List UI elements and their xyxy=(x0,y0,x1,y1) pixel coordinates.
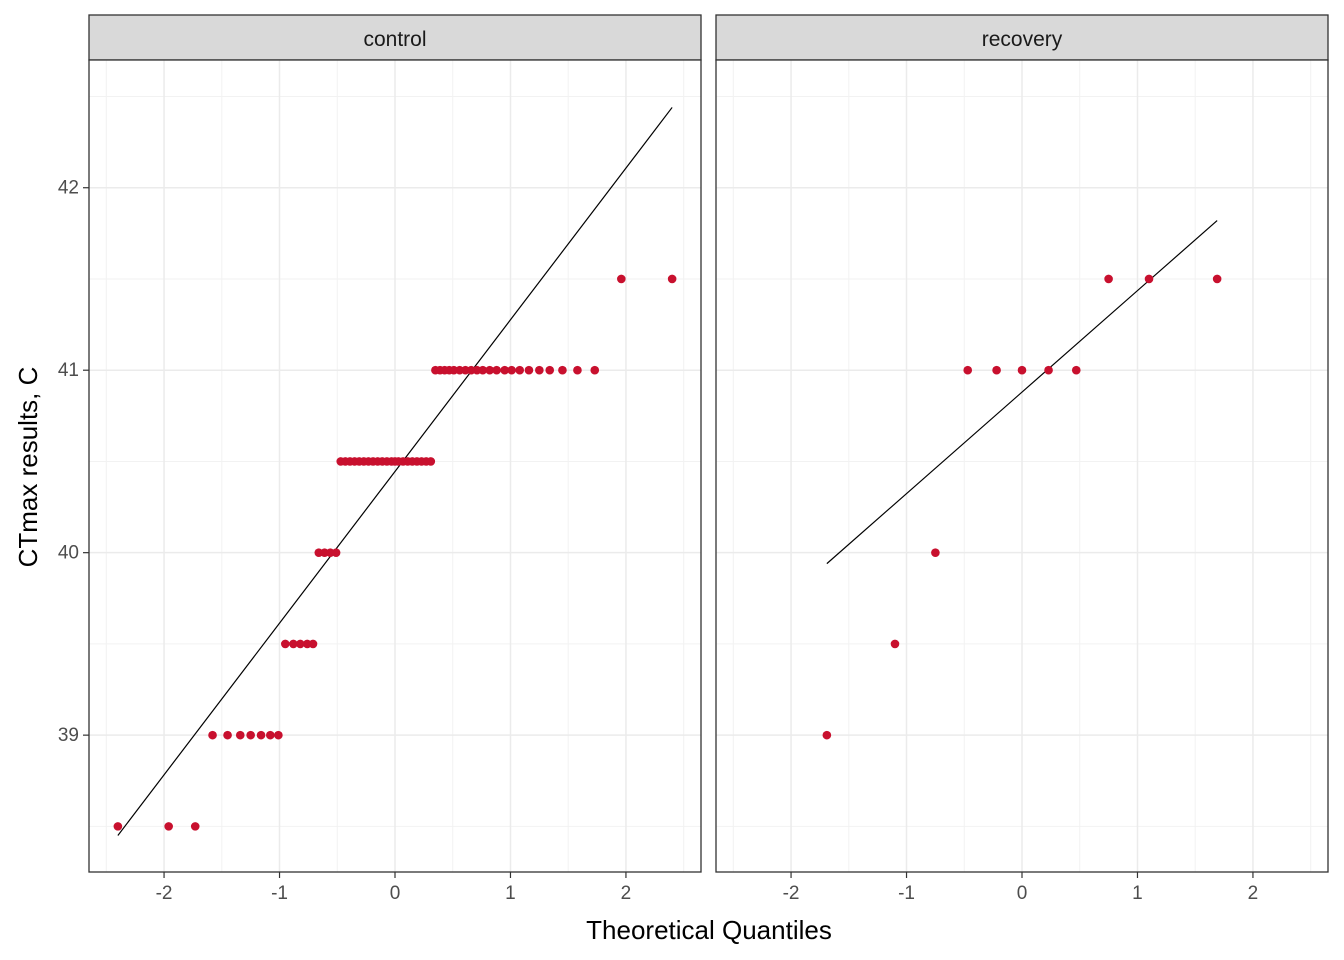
data-point xyxy=(507,365,516,375)
x-axis-title: Theoretical Quantiles xyxy=(586,915,832,945)
x-tick-label: -2 xyxy=(783,883,800,904)
x-tick-label: -2 xyxy=(156,883,173,904)
data-point xyxy=(281,639,290,649)
strip-label-control: control xyxy=(363,28,426,51)
data-point xyxy=(545,365,555,375)
x-tick-label: 1 xyxy=(1132,883,1143,904)
data-point xyxy=(667,274,677,284)
data-point xyxy=(573,365,582,375)
data-point xyxy=(265,730,275,740)
data-point xyxy=(478,365,488,375)
data-point xyxy=(296,639,305,649)
panel-control: control -2 -1 0 1 2 39 40 41 42 xyxy=(58,14,702,904)
y-tick-label: 39 xyxy=(58,725,79,746)
x-tick-label: 0 xyxy=(1017,883,1028,904)
data-point xyxy=(331,548,341,557)
data-point xyxy=(164,822,173,831)
data-point xyxy=(1017,365,1027,375)
x-tick-label: 0 xyxy=(390,883,401,904)
x-tick-label: -1 xyxy=(898,883,915,904)
strip-label-recovery: recovery xyxy=(982,28,1063,51)
x-tick-label: -1 xyxy=(271,883,288,904)
data-point xyxy=(190,822,200,831)
data-point xyxy=(535,365,544,375)
data-point xyxy=(274,730,283,740)
y-tick-label: 40 xyxy=(58,543,79,564)
data-point xyxy=(235,730,245,740)
data-point xyxy=(289,639,298,649)
data-point xyxy=(822,730,832,740)
data-point xyxy=(617,274,626,284)
x-tick-label: 2 xyxy=(1248,883,1259,904)
data-point xyxy=(992,365,1001,375)
data-point xyxy=(524,365,534,375)
data-point xyxy=(500,365,509,375)
x-tick-label: 1 xyxy=(505,883,516,904)
data-point xyxy=(208,730,217,740)
data-point xyxy=(426,457,436,466)
data-point xyxy=(1071,365,1081,375)
data-point xyxy=(113,822,123,831)
data-point xyxy=(558,365,567,375)
data-point xyxy=(1044,365,1053,375)
data-point xyxy=(485,365,494,375)
strip-background xyxy=(715,14,1329,61)
data-point xyxy=(963,365,973,375)
panel-recovery: recovery -2 -1 0 1 2 xyxy=(715,14,1329,904)
data-point xyxy=(1212,274,1222,284)
data-point xyxy=(256,730,266,740)
data-point xyxy=(1104,274,1113,284)
y-axis-title: CTmax results, C xyxy=(13,367,43,568)
data-point xyxy=(890,639,900,649)
y-tick-label: 42 xyxy=(58,178,79,199)
strip-background xyxy=(88,14,702,61)
x-tick-label: 2 xyxy=(621,883,632,904)
data-point xyxy=(492,365,501,375)
data-point xyxy=(223,730,232,740)
qq-reference-line xyxy=(117,107,673,836)
data-point xyxy=(590,365,600,375)
y-tick-label: 41 xyxy=(58,360,79,381)
data-point xyxy=(931,548,940,557)
data-point xyxy=(1144,274,1154,284)
data-point xyxy=(515,365,525,375)
data-point xyxy=(308,639,318,649)
data-point xyxy=(246,730,255,740)
